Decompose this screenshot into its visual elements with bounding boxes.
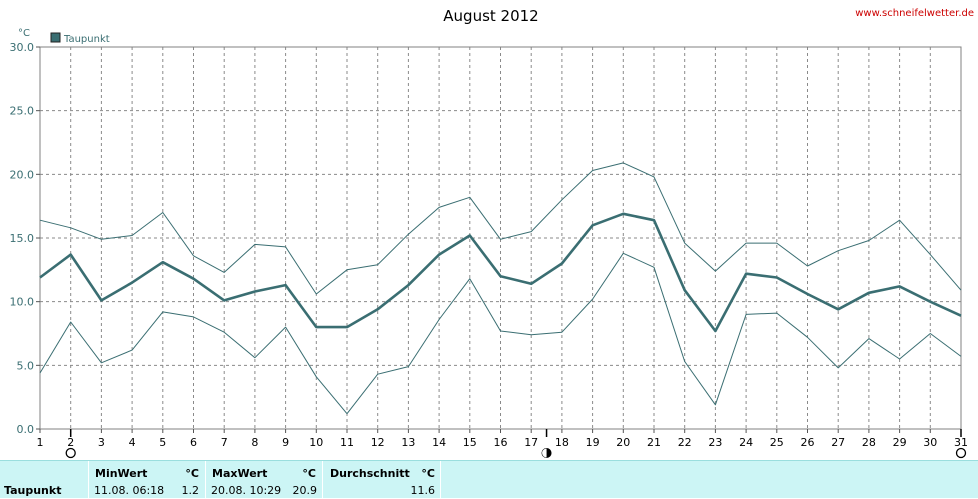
moon-phase-light-half bbox=[542, 448, 547, 458]
x-tick-label: 4 bbox=[129, 436, 136, 449]
moon-full-icon bbox=[955, 447, 967, 459]
max-header: MaxWert bbox=[212, 467, 268, 480]
x-axis: 1 2 3 4 5 6 7 8 9 10 11 12 13 14 15 16 17 18 19 20 21 22 23 24 2… bbox=[37, 429, 968, 449]
x-tick-label: 21 bbox=[647, 436, 661, 449]
stats-bar: Taupunkt MinWert °C 11.08. 06:18 1.2 Max… bbox=[0, 460, 978, 499]
series-group bbox=[39, 162, 962, 415]
x-tick-label: 8 bbox=[251, 436, 258, 449]
avg-unit: °C bbox=[421, 467, 435, 480]
x-tick-label: 11 bbox=[340, 436, 354, 449]
x-tick-label: 24 bbox=[739, 436, 753, 449]
max-unit: °C bbox=[302, 467, 316, 480]
x-tick-label: 22 bbox=[678, 436, 692, 449]
y-tick-label: 25.0 bbox=[10, 105, 35, 118]
x-tick-label: 25 bbox=[770, 436, 784, 449]
x-tick-label: 29 bbox=[893, 436, 907, 449]
x-tick-label: 1 bbox=[37, 436, 44, 449]
x-tick-label: 5 bbox=[159, 436, 166, 449]
y-tick-label: 15.0 bbox=[10, 232, 35, 245]
x-tick-label: 2 bbox=[67, 436, 74, 449]
x-tick-label: 26 bbox=[801, 436, 815, 449]
y-tick-label: 5.0 bbox=[17, 359, 35, 372]
x-tick-label: 23 bbox=[708, 436, 722, 449]
avg-header: Durchschnitt bbox=[330, 467, 410, 480]
min-when: 11.08. 06:18 bbox=[94, 484, 165, 497]
legend-swatch bbox=[50, 32, 61, 43]
x-tick-label: 14 bbox=[432, 436, 446, 449]
x-tick-label: 31 bbox=[954, 436, 968, 449]
y-axis-unit: °C bbox=[18, 28, 30, 39]
series-line-max bbox=[39, 162, 962, 295]
x-tick-label: 18 bbox=[555, 436, 569, 449]
max-when: 20.08. 10:29 bbox=[211, 484, 282, 497]
grid bbox=[40, 47, 961, 429]
x-tick-label: 27 bbox=[831, 436, 845, 449]
y-tick-label: 20.0 bbox=[10, 168, 35, 181]
x-tick-label: 9 bbox=[282, 436, 289, 449]
legend-label: Taupunkt bbox=[63, 34, 110, 45]
chart-title: August 2012 bbox=[443, 7, 538, 25]
x-tick-label: 20 bbox=[616, 436, 630, 449]
y-axis: 0.0 5.0 10.0 15.0 20.0 25.0 30.0 bbox=[10, 41, 40, 436]
series-line-mean bbox=[39, 212, 962, 333]
x-tick-label: 15 bbox=[463, 436, 477, 449]
x-tick-label: 13 bbox=[401, 436, 415, 449]
x-tick-label: 30 bbox=[923, 436, 937, 449]
x-tick-label: 7 bbox=[221, 436, 228, 449]
series-line-min bbox=[39, 252, 962, 415]
moon-phases bbox=[65, 429, 967, 459]
x-tick-label: 17 bbox=[524, 436, 538, 449]
avg-cell: Durchschnitt °C 11.6 bbox=[323, 461, 440, 499]
min-cell: MinWert °C 11.08. 06:18 1.2 bbox=[89, 461, 205, 499]
max-value: 20.9 bbox=[292, 484, 318, 497]
min-value: 1.2 bbox=[181, 484, 200, 497]
min-unit: °C bbox=[185, 467, 199, 480]
y-tick-label: 0.0 bbox=[17, 423, 35, 436]
y-tick-label: 10.0 bbox=[10, 296, 35, 309]
x-tick-label: 28 bbox=[862, 436, 876, 449]
x-tick-label: 3 bbox=[98, 436, 105, 449]
avg-value: 11.6 bbox=[410, 484, 436, 497]
stats-row-label-cell: Taupunkt bbox=[0, 461, 88, 499]
y-tick-label: 30.0 bbox=[10, 41, 35, 54]
max-cell: MaxWert °C 20.08. 10:29 20.9 bbox=[206, 461, 322, 499]
x-tick-label: 16 bbox=[494, 436, 508, 449]
source-link[interactable]: www.schneifelwetter.de bbox=[855, 8, 974, 19]
x-tick-label: 6 bbox=[190, 436, 197, 449]
stats-row-label: Taupunkt bbox=[4, 484, 62, 497]
x-tick-label: 10 bbox=[309, 436, 323, 449]
min-header: MinWert bbox=[95, 467, 148, 480]
moon-full-icon bbox=[65, 447, 76, 459]
chart: August 2012 www.schneifelwetter.de °C Ta… bbox=[10, 7, 974, 459]
x-tick-label: 19 bbox=[586, 436, 600, 449]
x-tick-label: 12 bbox=[371, 436, 385, 449]
